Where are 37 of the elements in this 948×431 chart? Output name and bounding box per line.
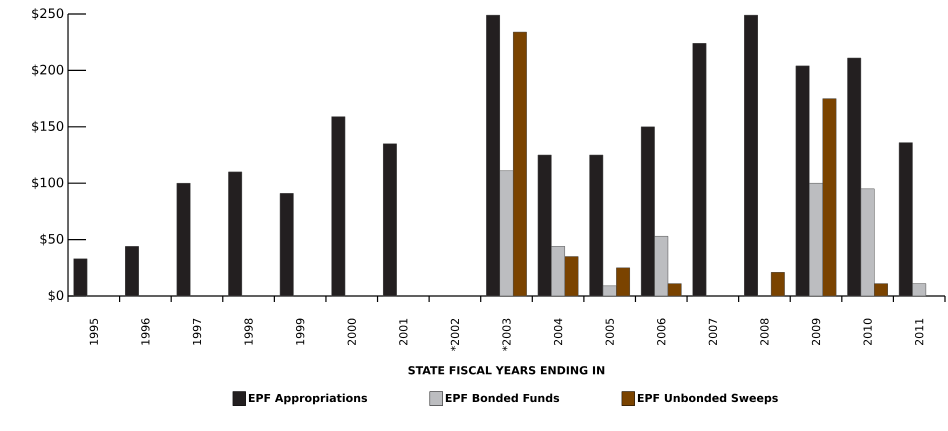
legend-label: EPF Appropriations [248,394,368,404]
x-tick-label: 2009 [812,318,820,346]
x-tick-label: 2008 [760,318,769,346]
bar [280,193,294,296]
y-tick-label: $50 [40,234,64,246]
x-axis-title: STATE FISCAL YEARS ENDING IN [408,366,604,374]
bar [744,14,758,296]
bar [125,246,139,296]
bar [176,182,191,296]
x-tick-label: 2011 [915,318,924,346]
x-tick-label: 1998 [244,318,253,345]
bar [73,258,88,296]
bar [228,172,242,296]
legend-label: EPF Bonded Funds [446,394,560,402]
y-tick-label: $100 [32,177,64,190]
x-tick-label: 2001 [399,318,408,346]
x-tick-label: *2002 [450,318,460,352]
x-tick-label: 2004 [554,318,562,346]
x-tick-label: 2007 [708,318,718,346]
y-tick-label: $0 [48,290,64,302]
x-tick-label: 2000 [348,318,356,346]
bar [331,116,346,296]
x-tick-label: 1995 [90,318,98,345]
bar [770,272,785,296]
y-tick-label: $250 [32,8,64,20]
y-tick-label: $200 [32,64,64,76]
x-tick-label: 2010 [863,318,872,346]
x-tick-label: 1999 [296,318,304,345]
x-tick-label: 1997 [192,318,202,345]
x-tick-label: 1996 [141,318,150,345]
y-tick-label: $150 [32,120,64,133]
x-tick-label: 2006 [657,318,666,346]
bar [692,43,706,296]
x-tick-label: *2003 [502,318,511,352]
legend-label: EPF Unbonded Sweeps [638,394,778,404]
x-tick-label: 2005 [606,318,614,346]
bar [382,143,397,296]
